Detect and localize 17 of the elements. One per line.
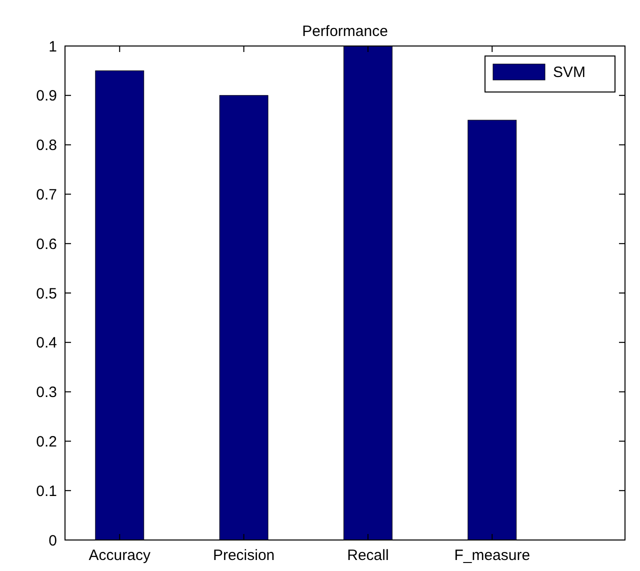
y-tick-label: 0.1 xyxy=(36,482,57,500)
y-tick-label: 0.6 xyxy=(36,236,57,253)
y-tick-label: 0.7 xyxy=(36,186,57,204)
chart-title: Performance xyxy=(302,23,388,40)
y-tick-label: 0.2 xyxy=(36,433,57,450)
y-tick-label: 1 xyxy=(48,38,57,56)
legend-label: SVM xyxy=(553,64,586,81)
y-tick-label: 0.8 xyxy=(36,137,57,154)
y-tick-label: 0.3 xyxy=(36,384,57,402)
y-tick-label: 0.4 xyxy=(36,334,57,352)
y-tick-label: 0 xyxy=(48,532,57,550)
y-tick-label: 0.5 xyxy=(36,285,57,302)
x-tick-label: Recall xyxy=(347,547,389,564)
x-tick-label: Precision xyxy=(212,547,275,564)
x-tick-label: Accuracy xyxy=(88,547,151,564)
x-tick-label: F_measure xyxy=(454,547,530,564)
y-tick-label: 0.9 xyxy=(36,88,57,105)
